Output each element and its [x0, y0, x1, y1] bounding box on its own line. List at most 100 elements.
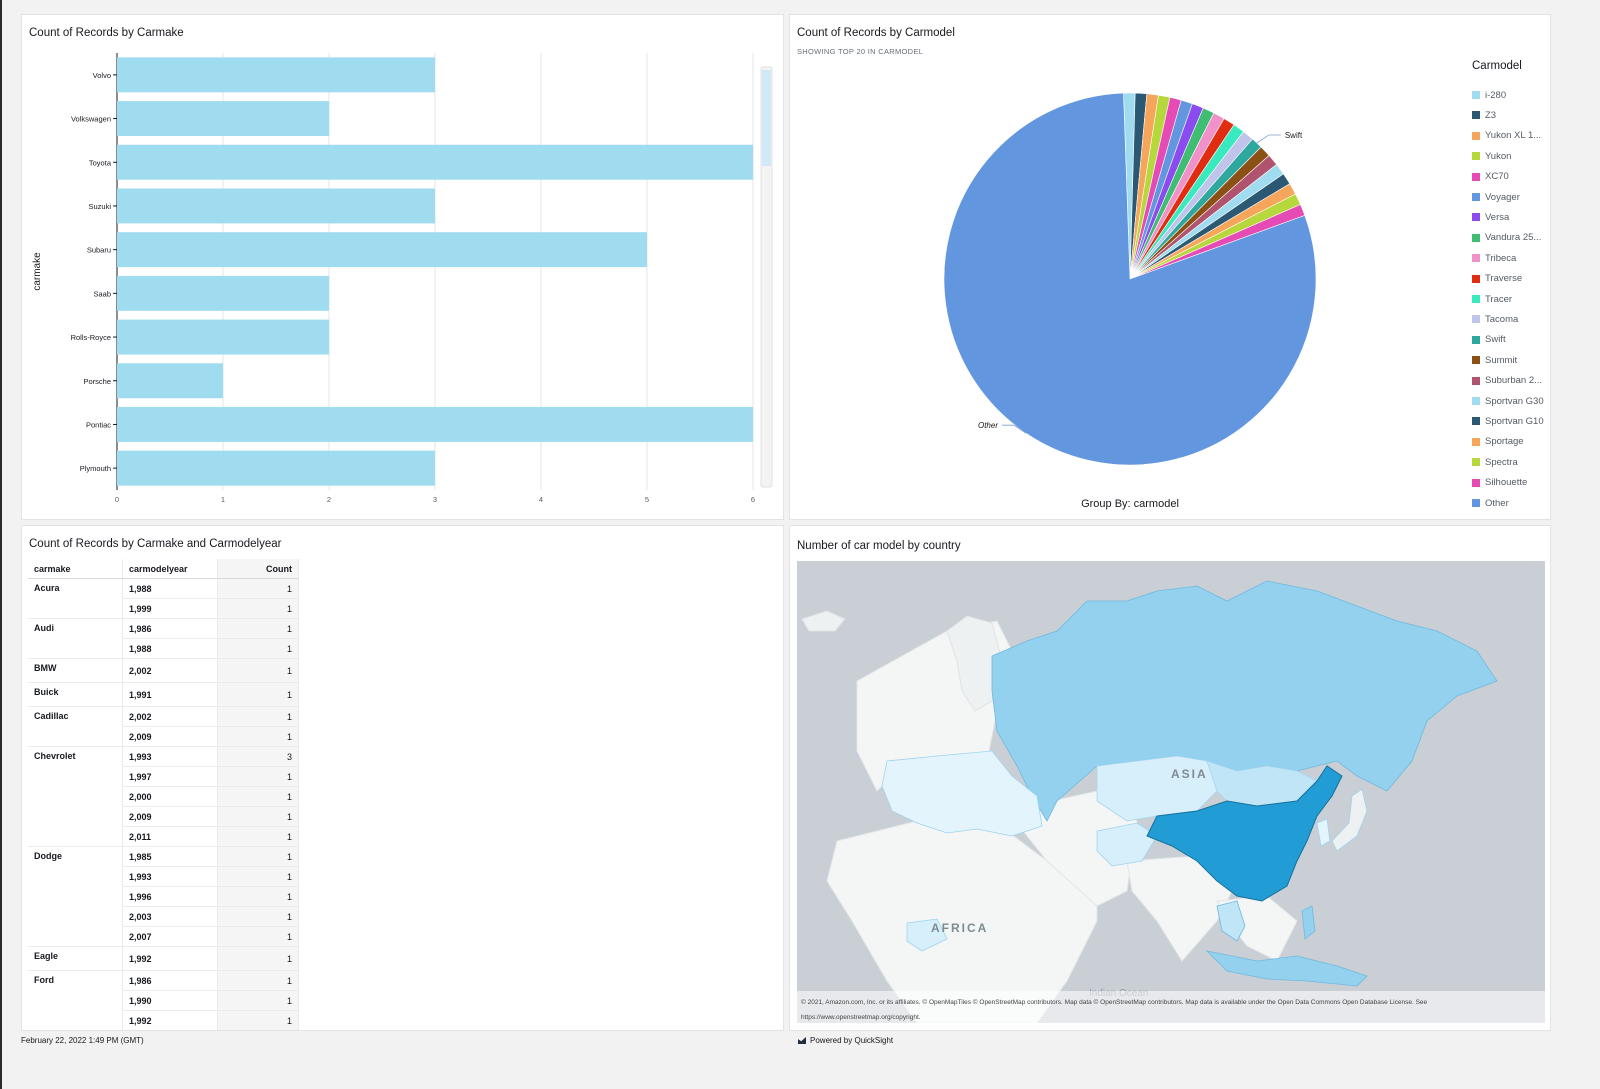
column-header-count[interactable]: Count — [217, 559, 299, 579]
cell-carmodelyear[interactable]: 2,009 — [122, 806, 218, 827]
bar-toyota[interactable] — [117, 144, 753, 180]
table-row[interactable]: 1,996 1 — [28, 886, 299, 907]
legend-item[interactable]: Tracer — [1472, 292, 1512, 306]
map-country-russia[interactable] — [991, 580, 1498, 822]
column-header-carmake[interactable]: carmake — [28, 559, 123, 579]
bar-volkswagen[interactable] — [117, 101, 329, 137]
cell-count[interactable]: 1 — [217, 946, 299, 971]
legend-item[interactable]: Suburban 2... — [1472, 374, 1542, 388]
cell-carmodelyear[interactable]: 1,997 — [122, 766, 218, 787]
legend-item[interactable]: Summit — [1472, 353, 1517, 367]
cell-carmodelyear[interactable]: 1,992 — [122, 946, 218, 971]
table-row[interactable]: 1,999 1 — [28, 598, 299, 619]
cell-carmake[interactable]: BMW — [28, 658, 123, 683]
cell-count[interactable]: 1 — [217, 618, 299, 639]
legend-item[interactable]: i-280 — [1472, 88, 1506, 102]
map-country-kazakhstan[interactable] — [1096, 755, 1218, 822]
cell-carmodelyear[interactable]: 1,999 — [122, 598, 218, 619]
map-country-japan[interactable] — [1331, 788, 1368, 852]
cell-carmodelyear[interactable]: 1,996 — [122, 886, 218, 907]
cell-carmodelyear[interactable]: 1,991 — [122, 682, 218, 707]
column-header-carmodelyear[interactable]: carmodelyear — [122, 559, 218, 579]
table-row[interactable]: 1,990 1 — [28, 990, 299, 1011]
country-map[interactable]: ASIA AFRICA Indian Ocean © 2021, Amazon.… — [797, 561, 1545, 1023]
legend-item[interactable]: Z3 — [1472, 108, 1496, 122]
cell-carmodelyear[interactable]: 1,990 — [122, 990, 218, 1011]
cell-carmodelyear[interactable]: 2,007 — [122, 926, 218, 947]
cell-carmake[interactable]: Chevrolet — [28, 746, 123, 847]
cell-carmake[interactable]: Dodge — [28, 846, 123, 947]
map-country-china[interactable] — [1146, 765, 1343, 902]
legend-item[interactable]: Traverse — [1472, 272, 1522, 286]
map-country-indonesia[interactable] — [1205, 950, 1368, 987]
cell-carmodelyear[interactable]: 1,986 — [122, 618, 218, 639]
cell-count[interactable]: 1 — [217, 926, 299, 947]
legend-item[interactable]: Sportage — [1472, 435, 1524, 449]
cell-carmodelyear[interactable]: 2,009 — [122, 726, 218, 747]
cell-carmake[interactable]: Acura — [28, 578, 123, 619]
cell-carmake[interactable]: Eagle — [28, 946, 123, 971]
table-row[interactable]: 1,997 1 — [28, 766, 299, 787]
legend-item[interactable]: Swift — [1472, 333, 1506, 347]
cell-carmake[interactable]: Buick — [28, 682, 123, 707]
bar-porsche[interactable] — [117, 363, 223, 399]
cell-carmodelyear[interactable]: 1,986 — [122, 970, 218, 991]
cell-count[interactable]: 1 — [217, 658, 299, 683]
cell-carmodelyear[interactable]: 2,002 — [122, 706, 218, 727]
table-row[interactable]: 2,011 1 — [28, 826, 299, 847]
cell-count[interactable]: 1 — [217, 990, 299, 1011]
pie-chart[interactable]: Swift Other — [790, 15, 1470, 519]
table-row[interactable]: Cadillac 2,002 1 — [28, 706, 299, 747]
bar-chart[interactable]: 0 1 2 3 4 5 6 Volvo Volkswagen Toyota Suzuki Subaru… — [22, 15, 783, 519]
cell-count[interactable]: 1 — [217, 766, 299, 787]
cell-count[interactable]: 1 — [217, 682, 299, 707]
footer-powered-by[interactable]: Powered by QuickSight — [798, 1036, 893, 1045]
cell-carmake[interactable]: Audi — [28, 618, 123, 659]
cell-count[interactable]: 1 — [217, 786, 299, 807]
legend-item[interactable]: Yukon — [1472, 149, 1511, 163]
cell-carmodelyear[interactable]: 1,988 — [122, 638, 218, 659]
pie-slice-other[interactable] — [943, 92, 1317, 466]
table-row[interactable]: 2,007 1 — [28, 926, 299, 947]
table-row[interactable]: BMW 2,002 1 — [28, 658, 299, 683]
table-row[interactable]: 1,988 1 — [28, 638, 299, 659]
cell-count[interactable]: 1 — [217, 970, 299, 991]
cell-count[interactable]: 1 — [217, 866, 299, 887]
cell-count[interactable]: 1 — [217, 598, 299, 619]
table-row[interactable]: 1,993 1 — [28, 866, 299, 887]
table-row[interactable]: Ford 1,986 1 — [28, 970, 299, 1030]
table-row[interactable]: Buick 1,991 1 — [28, 682, 299, 707]
bar-subaru[interactable] — [117, 232, 647, 268]
table-row[interactable]: Audi 1,986 1 — [28, 618, 299, 659]
table-row[interactable]: 2,009 1 — [28, 806, 299, 827]
map-attribution-line2[interactable]: https://www.openstreetmap.org/copyright. — [801, 1014, 921, 1021]
cell-carmodelyear[interactable]: 2,003 — [122, 906, 218, 927]
legend-item[interactable]: Silhouette — [1472, 476, 1527, 490]
bar-rolls-royce[interactable] — [117, 319, 329, 355]
cell-carmodelyear[interactable]: 1,993 — [122, 746, 218, 767]
cell-count[interactable]: 1 — [217, 886, 299, 907]
legend-item[interactable]: Voyager — [1472, 190, 1520, 204]
legend-item[interactable]: Sportvan G30 — [1472, 394, 1544, 408]
cell-count[interactable]: 1 — [217, 578, 299, 599]
bar-scrollbar-thumb[interactable] — [762, 70, 771, 166]
table-row[interactable]: Acura 1,988 1 — [28, 578, 299, 619]
cell-count[interactable]: 1 — [217, 1010, 299, 1030]
table-row[interactable]: Eagle 1,992 1 — [28, 946, 299, 971]
pie-chart-panel[interactable]: Count of Records by Carmodel SHOWING TOP… — [789, 14, 1551, 520]
legend-item[interactable]: Other — [1472, 496, 1509, 510]
map-panel[interactable]: Number of car model by country — [789, 525, 1551, 1031]
cell-carmodelyear[interactable]: 1,993 — [122, 866, 218, 887]
bar-suzuki[interactable] — [117, 188, 435, 224]
cell-carmake[interactable]: Ford — [28, 970, 123, 1030]
table-row[interactable]: 2,009 1 — [28, 726, 299, 747]
map-region-europe-blue[interactable] — [881, 750, 1043, 837]
cell-carmodelyear[interactable]: 1,988 — [122, 578, 218, 599]
bar-saab[interactable] — [117, 275, 329, 311]
legend-item[interactable]: Tacoma — [1472, 312, 1518, 326]
bar-scrollbar-track[interactable] — [760, 66, 773, 488]
pivot-table[interactable]: carmake carmodelyear Count Acura 1,988 1 1,… — [28, 559, 299, 1030]
bar-pontiac[interactable] — [117, 406, 753, 442]
map-country-africa-blue[interactable] — [906, 918, 948, 952]
cell-carmodelyear[interactable]: 1,992 — [122, 1010, 218, 1030]
